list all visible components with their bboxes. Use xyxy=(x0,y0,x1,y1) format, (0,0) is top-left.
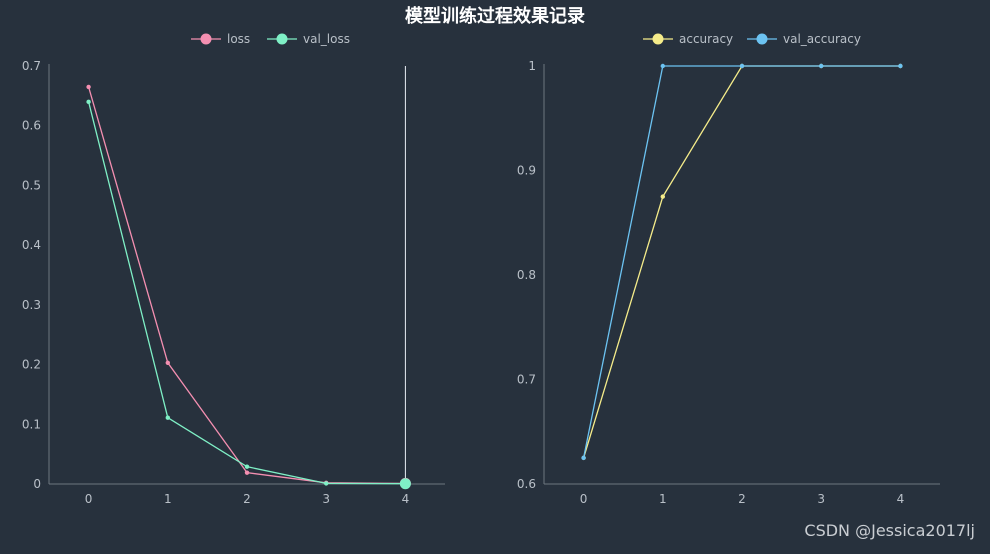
legend-swatch-marker xyxy=(652,33,664,45)
x-tick-label: 1 xyxy=(659,492,667,506)
x-tick-label: 0 xyxy=(85,492,93,506)
data-point-val_loss xyxy=(165,415,170,420)
data-point-val_accuracy xyxy=(660,63,665,69)
legend-item-val_accuracy: val_accuracy xyxy=(747,32,861,46)
y-tick-label: 0.1 xyxy=(22,417,41,431)
legend-swatch-marker xyxy=(756,33,768,45)
y-tick-label: 0.3 xyxy=(22,298,41,312)
y-tick-label: 0.7 xyxy=(517,373,536,387)
data-point-val_loss xyxy=(86,99,91,105)
y-tick-label: 0.5 xyxy=(22,178,41,192)
y-tick-label: 0.2 xyxy=(22,358,41,372)
chart-panel-2: 0.6 0.7 0.8 0.9 1 0 1 2 3 4 accuracy val_accuracy xyxy=(517,32,940,506)
legend-label: val_accuracy xyxy=(783,32,861,46)
x-tick-label: 0 xyxy=(580,492,588,506)
legend-label: loss xyxy=(227,32,250,46)
y-tick-label: 0.8 xyxy=(517,268,536,282)
legend-item-accuracy: accuracy xyxy=(643,32,733,46)
data-point-val_accuracy xyxy=(581,455,586,461)
legend-item-val_loss: val_loss xyxy=(267,32,350,46)
data-point-loss xyxy=(244,470,250,475)
legend-item-loss: loss xyxy=(191,32,250,46)
series-line-val_accuracy xyxy=(582,65,901,459)
legend: accuracy val_accuracy xyxy=(643,32,861,46)
data-point-val_loss xyxy=(324,481,329,486)
data-point-val_accuracy xyxy=(739,63,745,69)
legend: loss val_loss xyxy=(191,32,350,46)
x-tick-label: 3 xyxy=(322,492,330,506)
data-point-val_accuracy xyxy=(898,63,903,69)
data-point-accuracy xyxy=(660,194,665,199)
y-tick-label: 0.7 xyxy=(22,59,41,73)
data-point-val_accuracy xyxy=(819,63,824,69)
data-point-loss xyxy=(165,360,170,365)
y-tick-label: 0.6 xyxy=(22,119,41,133)
data-point-val_loss xyxy=(244,464,250,469)
y-tick-label: 0.9 xyxy=(517,164,536,178)
watermark: CSDN @Jessica2017lj xyxy=(804,521,975,540)
y-tick-label: 0 xyxy=(33,477,41,491)
data-point-val_loss xyxy=(399,478,411,490)
series-line-val_loss xyxy=(87,101,406,485)
data-point-loss xyxy=(86,84,91,90)
chart-title: 模型训练过程效果记录 xyxy=(405,5,585,27)
legend-swatch-marker xyxy=(200,33,212,45)
legend-label: val_loss xyxy=(303,32,350,46)
x-tick-label: 3 xyxy=(817,492,825,506)
legend-label: accuracy xyxy=(679,32,733,46)
x-tick-label: 2 xyxy=(738,492,746,506)
legend-swatch-marker xyxy=(276,33,288,45)
series-line-loss xyxy=(87,86,406,485)
chart-panel-1: 0 0.1 0.2 0.3 0.4 0.5 0.6 0.7 0 1 2 3 4 loss val_loss xyxy=(22,32,445,506)
x-tick-label: 4 xyxy=(897,492,905,506)
y-tick-label: 0.6 xyxy=(517,477,536,491)
x-tick-label: 2 xyxy=(243,492,251,506)
series-line-accuracy xyxy=(582,65,901,459)
y-tick-label: 0.4 xyxy=(22,238,41,252)
x-tick-label: 4 xyxy=(402,492,410,506)
y-tick-label: 1 xyxy=(528,59,536,73)
x-tick-label: 1 xyxy=(164,492,172,506)
